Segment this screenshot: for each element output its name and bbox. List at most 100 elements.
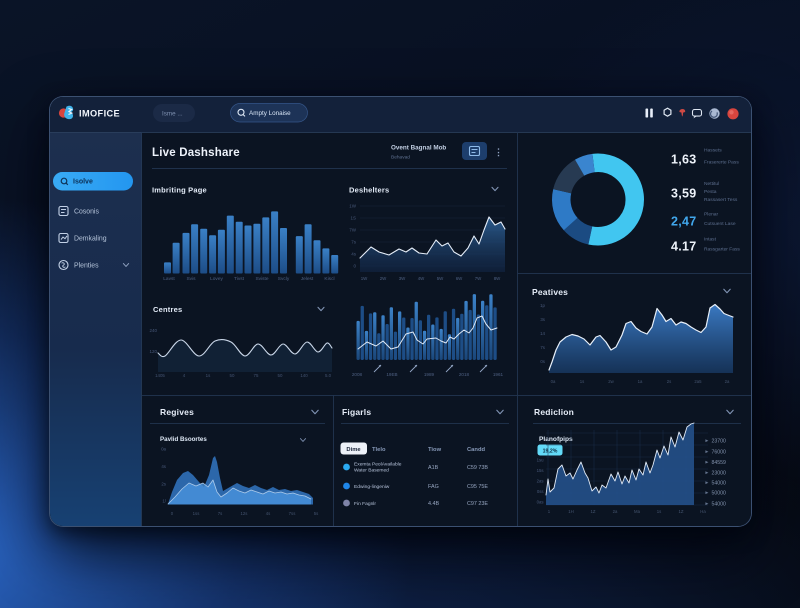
- svg-text:⋮: ⋮: [494, 147, 503, 157]
- svg-text:Water Basemed: Water Basemed: [354, 468, 389, 474]
- svg-text:Plenar: Plenar: [704, 212, 719, 218]
- svg-text:Deshelters: Deshelters: [349, 186, 389, 195]
- svg-text:Dime: Dime: [346, 447, 361, 453]
- svg-text:1405: 1405: [155, 373, 165, 378]
- svg-text:1S: 1S: [350, 216, 356, 221]
- svg-text:19EB: 19EB: [386, 372, 397, 377]
- svg-text:1Z: 1Z: [590, 509, 595, 514]
- svg-text:Live Dashshare: Live Dashshare: [152, 147, 240, 159]
- svg-text:2W: 2W: [380, 276, 387, 281]
- svg-text:Fin Fagnlr: Fin Fagnlr: [354, 501, 376, 507]
- svg-text:Ha: Ha: [700, 509, 706, 514]
- svg-text:Cosonis: Cosonis: [74, 209, 99, 216]
- svg-text:FAG: FAG: [428, 484, 439, 490]
- svg-text:0a: 0a: [551, 379, 556, 384]
- svg-text:14: 14: [540, 331, 545, 336]
- svg-text:Pavlid Bsoortes: Pavlid Bsoortes: [160, 436, 207, 443]
- svg-text:C95 75E: C95 75E: [467, 484, 488, 490]
- svg-text:120: 120: [149, 349, 157, 354]
- svg-text:7ss: 7ss: [289, 511, 296, 516]
- svg-text:2s: 2s: [161, 482, 166, 487]
- svg-text:0s: 0s: [540, 359, 545, 364]
- svg-text:2as: 2as: [537, 479, 544, 484]
- svg-text:Sviste: Sviste: [255, 276, 268, 282]
- svg-text:Ovent Bagnal Mob: Ovent Bagnal Mob: [391, 145, 446, 152]
- svg-text:50000: 50000: [712, 491, 727, 497]
- svg-text:7s: 7s: [540, 345, 545, 350]
- svg-text:4s: 4s: [351, 252, 357, 257]
- svg-text:15s: 15s: [537, 468, 544, 473]
- svg-text:140: 140: [300, 373, 308, 378]
- svg-text:7W: 7W: [475, 276, 482, 281]
- svg-text:Planofpips: Planofpips: [539, 436, 573, 443]
- svg-text:3s: 3s: [540, 317, 545, 322]
- svg-text:50: 50: [278, 373, 283, 378]
- svg-text:1a: 1a: [638, 379, 643, 384]
- svg-text:1H: 1H: [568, 509, 574, 514]
- svg-text:1Z: 1Z: [678, 509, 683, 514]
- svg-text:Isolve: Isolve: [73, 179, 93, 186]
- svg-text:Hassets: Hassets: [704, 148, 722, 154]
- svg-text:Intast: Intast: [704, 237, 717, 243]
- svg-text:19,2%: 19,2%: [543, 449, 558, 455]
- svg-text:Plenties: Plenties: [74, 263, 99, 270]
- svg-text:Ma: Ma: [634, 509, 641, 514]
- svg-text:Regives: Regives: [160, 407, 194, 417]
- svg-text:4: 4: [183, 373, 186, 378]
- svg-text:Jelest: Jelest: [301, 276, 314, 282]
- svg-text:1ss: 1ss: [193, 511, 200, 516]
- svg-text:1p: 1p: [540, 303, 545, 308]
- svg-text:Imbriting Page: Imbriting Page: [152, 186, 207, 195]
- svg-text:1W: 1W: [361, 276, 368, 281]
- svg-text:Isme ...: Isme ...: [162, 111, 183, 118]
- svg-text:Lavst: Lavst: [163, 276, 175, 282]
- svg-text:Behavad: Behavad: [391, 155, 410, 161]
- svg-text:1s: 1s: [580, 379, 585, 384]
- svg-text:1s: 1s: [657, 509, 662, 514]
- svg-text:2a: 2a: [725, 379, 730, 384]
- svg-text:Rassasert Tess: Rassasert Tess: [704, 197, 738, 203]
- svg-text:2a: 2a: [613, 509, 618, 514]
- svg-text:75: 75: [254, 373, 259, 378]
- svg-text:12s: 12s: [241, 511, 248, 516]
- svg-text:Frasererte Pass: Frasererte Pass: [704, 160, 739, 166]
- svg-text:Tlelo: Tlelo: [372, 447, 386, 453]
- svg-text:7W: 7W: [349, 228, 357, 233]
- svg-text:A1B: A1B: [428, 465, 439, 471]
- svg-text:C59 73B: C59 73B: [467, 465, 488, 471]
- svg-text:4.17: 4.17: [671, 240, 697, 254]
- svg-text:Lovey: Lovey: [210, 276, 223, 282]
- svg-text:23700: 23700: [712, 439, 727, 445]
- svg-text:2w: 2w: [608, 379, 614, 384]
- svg-text:Edwing-lingeniw: Edwing-lingeniw: [354, 484, 390, 490]
- svg-text:Nettitul: Nettitul: [704, 181, 719, 187]
- svg-text:1961: 1961: [493, 372, 504, 377]
- svg-text:84559: 84559: [712, 460, 727, 466]
- svg-text:IMOFICE: IMOFICE: [79, 109, 120, 119]
- svg-text:Svcly: Svcly: [278, 276, 290, 282]
- svg-text:1s: 1s: [206, 373, 211, 378]
- svg-text:7s: 7s: [218, 511, 223, 516]
- svg-text:Ampty Lonaise: Ampty Lonaise: [249, 110, 291, 117]
- svg-text:Kiscl: Kiscl: [324, 276, 334, 282]
- svg-text:0ss: 0ss: [537, 489, 544, 494]
- svg-text:8W: 8W: [494, 276, 501, 281]
- svg-text:0: 0: [171, 511, 174, 516]
- svg-text:76000: 76000: [712, 450, 727, 456]
- svg-text:Cutsuent Lase: Cutsuent Lase: [704, 221, 736, 227]
- svg-text:Pesta: Pesta: [704, 189, 717, 195]
- svg-text:2018: 2018: [459, 372, 470, 377]
- svg-text:Rediclion: Rediclion: [534, 407, 574, 417]
- svg-text:0: 0: [353, 264, 356, 269]
- svg-text:4s: 4s: [266, 511, 271, 516]
- svg-text:Centres: Centres: [153, 305, 182, 314]
- svg-text:2a5: 2a5: [694, 379, 702, 384]
- svg-text:5W: 5W: [437, 276, 444, 281]
- svg-text:1: 1: [548, 509, 551, 514]
- svg-text:3,59: 3,59: [671, 187, 697, 201]
- svg-text:54000: 54000: [712, 481, 727, 487]
- svg-text:Rassgarter Fass: Rassgarter Fass: [704, 247, 740, 253]
- svg-text:Figarls: Figarls: [342, 407, 371, 417]
- svg-text:Peatives: Peatives: [532, 287, 568, 297]
- svg-text:7s: 7s: [351, 240, 357, 245]
